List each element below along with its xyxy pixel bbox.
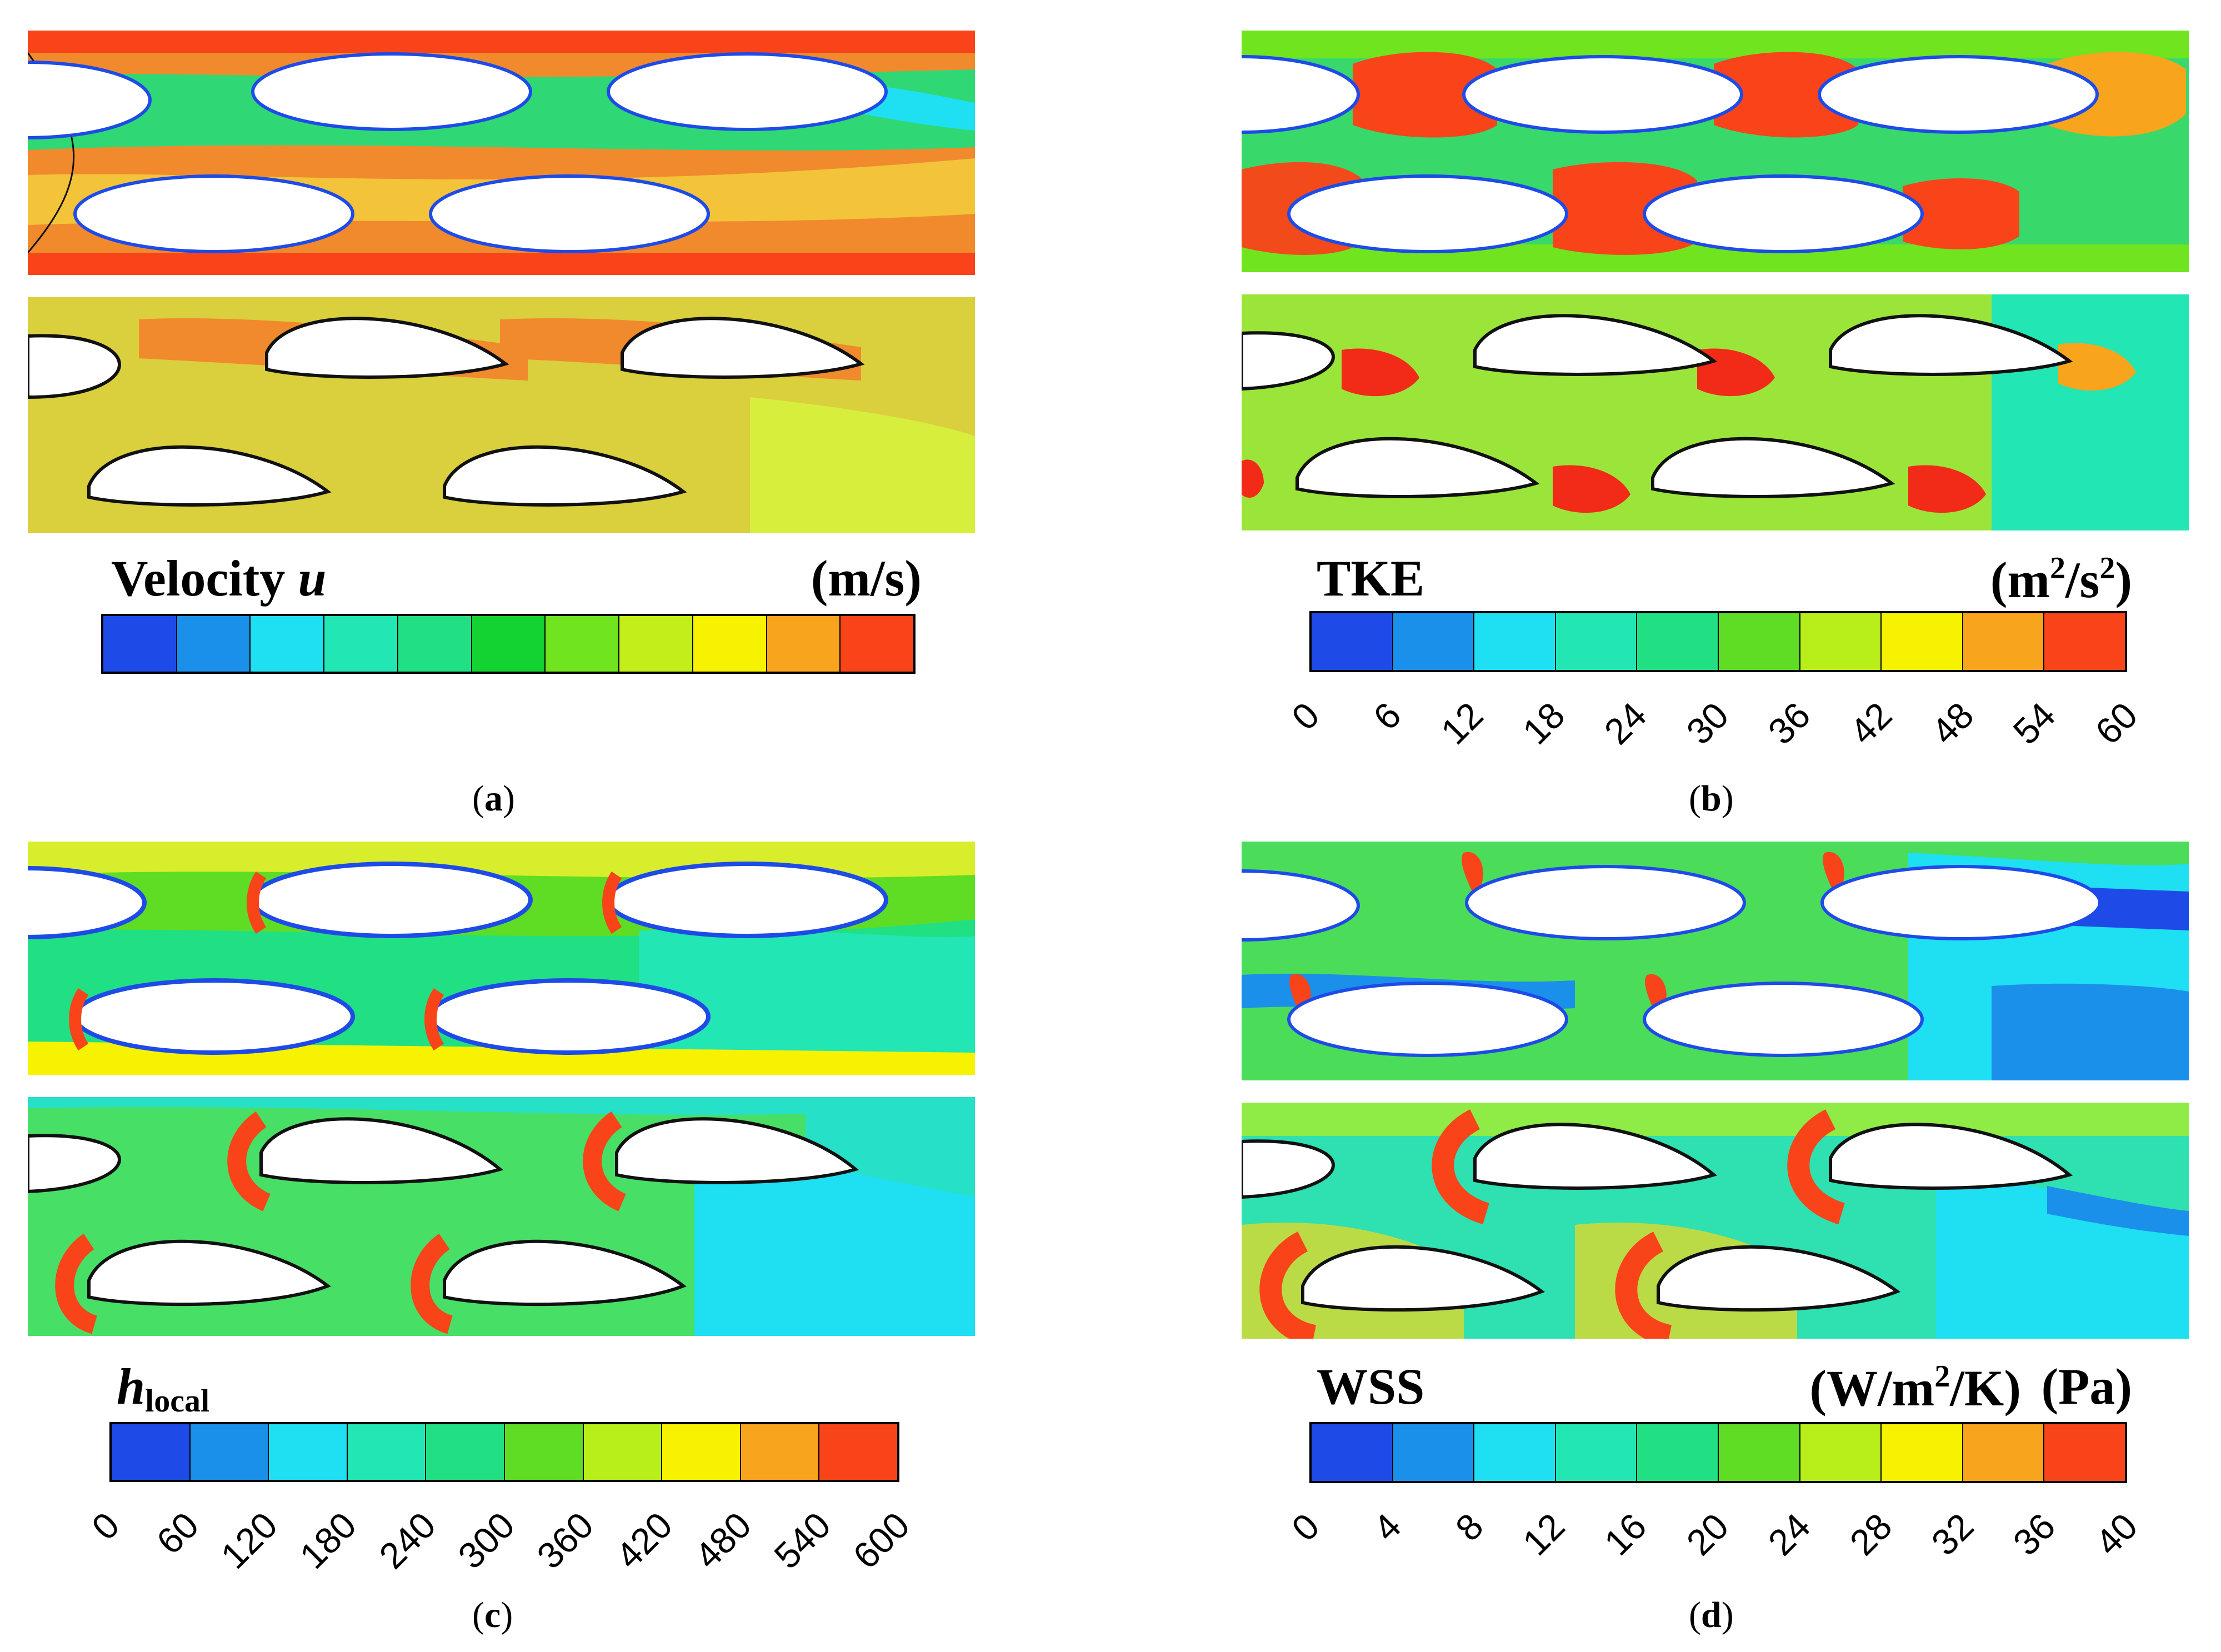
panel-label-d: (d) xyxy=(1689,1595,1734,1635)
wss-field-inline-svg xyxy=(1242,1103,2189,1339)
colorbar-segment xyxy=(1393,1424,1475,1481)
colorbar-tick-label: 0 xyxy=(1283,1505,1328,1549)
tke-field-inline xyxy=(1242,294,2189,530)
panel-a: Velocity u (m/s) -40481216202428323640 (… xyxy=(0,0,1110,826)
panel-b: TKE (m2/s2) 0 6 12 18 24 30 36 42 48 54 60 (b) xyxy=(1242,31,2189,819)
colorbar-title: hlocal xyxy=(117,1358,210,1419)
colorbar-segment xyxy=(1800,1424,1882,1481)
colorbar-segment xyxy=(1555,1424,1638,1481)
colorbar-segment xyxy=(546,616,620,672)
colorbar-tick-label: 36 xyxy=(2005,1505,2063,1564)
colorbar-unit: (m/s) xyxy=(811,550,922,607)
colorbar-a xyxy=(101,614,916,674)
colorbar-d xyxy=(1309,1422,2127,1483)
colorbar-tick-label: 8 xyxy=(1447,1505,1491,1549)
wss-field-staggered-svg xyxy=(1242,842,2189,1080)
colorbar-segment xyxy=(1800,613,1882,670)
colorbar-segment xyxy=(1718,613,1800,670)
colorbar-segment xyxy=(662,1424,741,1480)
colorbar-segment xyxy=(324,616,398,672)
colorbar-segment xyxy=(269,1424,348,1480)
colorbar-segment xyxy=(1555,613,1638,670)
colorbar-segment xyxy=(819,1424,897,1480)
colorbar-segment xyxy=(190,1424,269,1480)
colorbar-segment xyxy=(1882,1424,1963,1481)
colorbar-tick-label: 24 xyxy=(1760,1505,1818,1564)
hlocal-field-inline-svg xyxy=(28,1097,975,1336)
colorbar-segment xyxy=(1963,1424,2045,1481)
colorbar-segment xyxy=(1312,613,1393,670)
colorbar-segment xyxy=(2044,613,2125,670)
hlocal-field-staggered-svg xyxy=(28,842,975,1075)
panel-label-a: (a) xyxy=(472,778,515,819)
colorbar-segment xyxy=(1637,1424,1719,1481)
colorbar-segment xyxy=(1718,1424,1800,1481)
colorbar-segment xyxy=(347,1424,427,1480)
colorbar-segment xyxy=(1963,613,2045,670)
colorbar-segment xyxy=(1474,613,1556,670)
tke-field-inline-svg xyxy=(1242,294,2189,530)
colorbar-c xyxy=(109,1422,899,1482)
tke-field-staggered-svg xyxy=(1242,31,2189,272)
colorbar-segment xyxy=(583,1424,663,1480)
wss-field-staggered xyxy=(1242,842,2189,1080)
colorbar-segment xyxy=(472,616,546,672)
velocity-field-inline-svg xyxy=(28,297,975,533)
colorbar-segment xyxy=(693,616,767,672)
colorbar-tick-label: 40 xyxy=(2087,1505,2145,1564)
tke-field-staggered xyxy=(1242,31,2189,272)
hlocal-field-staggered xyxy=(28,842,975,1075)
colorbar-unit: (m2/s2) xyxy=(1990,551,2132,608)
velocity-field-inline xyxy=(28,297,975,533)
colorbar-segment xyxy=(1312,1424,1393,1481)
colorbar-segment xyxy=(251,616,325,672)
colorbar-segment xyxy=(177,616,251,672)
panel-label-b: (b) xyxy=(1689,778,1734,819)
colorbar-segment xyxy=(426,1424,505,1480)
colorbar-segment xyxy=(841,616,914,672)
colorbar-tick-label: 20 xyxy=(1678,1505,1737,1564)
colorbar-segment xyxy=(103,616,177,672)
colorbar-tick-label: 4 xyxy=(1365,1505,1409,1549)
colorbar-segment xyxy=(398,616,472,672)
colorbar-title: Velocity u xyxy=(111,550,327,607)
hlocal-field-inline xyxy=(28,1097,975,1336)
colorbar-segment xyxy=(1393,613,1475,670)
colorbar-unit: (W/m2/K) xyxy=(1809,1359,2021,1416)
colorbar-unit: (Pa) xyxy=(2041,1358,2132,1415)
colorbar-tick-label: 16 xyxy=(1596,1505,1654,1564)
colorbar-tick-label: 28 xyxy=(1842,1505,1900,1564)
colorbar-segment xyxy=(1882,613,1963,670)
colorbar-segment xyxy=(741,1424,820,1480)
velocity-field-staggered xyxy=(28,31,975,275)
velocity-field-staggered-svg xyxy=(28,31,975,275)
wss-field-inline xyxy=(1242,1103,2189,1339)
colorbar-segment xyxy=(1474,1424,1556,1481)
colorbar-segment xyxy=(767,616,841,672)
colorbar-segment xyxy=(1637,613,1719,670)
colorbar-title: TKE xyxy=(1317,550,1425,607)
colorbar-tick-label: 32 xyxy=(1923,1505,1982,1564)
colorbar-tick-label: 12 xyxy=(1514,1505,1573,1564)
colorbar-segment xyxy=(112,1424,191,1480)
colorbar-segment xyxy=(504,1424,584,1480)
colorbar-title: WSS xyxy=(1317,1358,1425,1415)
colorbar-segment xyxy=(2044,1424,2125,1481)
colorbar-segment xyxy=(619,616,693,672)
colorbar-b xyxy=(1309,611,2127,672)
panel-label-c: (c) xyxy=(472,1595,513,1635)
